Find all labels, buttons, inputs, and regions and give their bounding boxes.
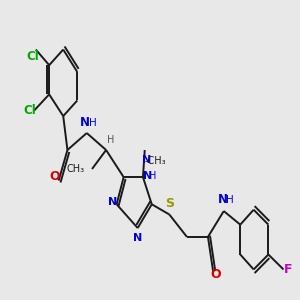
Text: N: N bbox=[80, 116, 90, 129]
Text: CH₃: CH₃ bbox=[66, 164, 84, 174]
Text: F: F bbox=[284, 263, 292, 276]
Text: Cl: Cl bbox=[23, 104, 36, 117]
Text: H: H bbox=[88, 118, 96, 128]
Text: N: N bbox=[218, 193, 228, 206]
Text: O: O bbox=[211, 268, 221, 281]
Text: N: N bbox=[133, 232, 142, 242]
Text: H: H bbox=[226, 194, 233, 205]
Text: N: N bbox=[108, 196, 117, 207]
Text: N: N bbox=[143, 171, 152, 181]
Text: S: S bbox=[165, 197, 174, 210]
Text: H: H bbox=[107, 136, 115, 146]
Text: O: O bbox=[49, 170, 60, 183]
Text: N: N bbox=[142, 155, 152, 165]
Text: Cl: Cl bbox=[26, 50, 39, 63]
Text: -CH₃: -CH₃ bbox=[145, 156, 166, 166]
Text: H: H bbox=[149, 171, 157, 181]
